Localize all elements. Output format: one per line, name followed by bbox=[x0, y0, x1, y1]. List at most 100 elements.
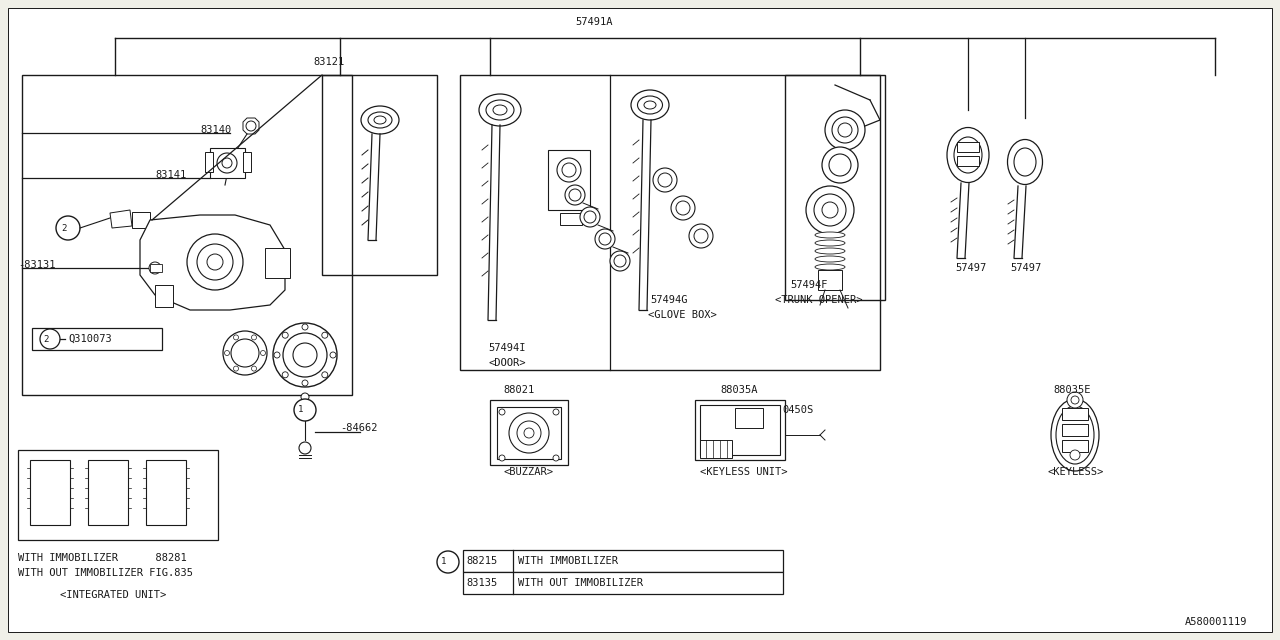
Circle shape bbox=[251, 366, 256, 371]
Circle shape bbox=[499, 455, 506, 461]
Ellipse shape bbox=[1051, 399, 1100, 471]
Text: 57494I: 57494I bbox=[488, 343, 526, 353]
Bar bbox=[1062, 424, 1088, 436]
Text: 57494F: 57494F bbox=[790, 280, 827, 290]
Bar bbox=[1062, 440, 1088, 452]
Ellipse shape bbox=[815, 256, 845, 262]
Bar bbox=[695, 400, 785, 460]
Bar bbox=[146, 460, 186, 525]
Circle shape bbox=[1068, 392, 1083, 408]
Circle shape bbox=[300, 442, 311, 454]
Circle shape bbox=[233, 366, 238, 371]
Circle shape bbox=[223, 331, 268, 375]
Circle shape bbox=[282, 372, 288, 378]
Circle shape bbox=[187, 234, 243, 290]
Text: 57494G: 57494G bbox=[650, 295, 687, 305]
Polygon shape bbox=[210, 148, 244, 178]
Text: <TRUNK OPENER>: <TRUNK OPENER> bbox=[774, 295, 863, 305]
Bar bbox=[265, 248, 291, 278]
Bar bbox=[700, 440, 732, 458]
Text: 1: 1 bbox=[298, 406, 303, 415]
Circle shape bbox=[283, 333, 326, 377]
Ellipse shape bbox=[815, 264, 845, 270]
Circle shape bbox=[224, 351, 229, 355]
Bar bbox=[490, 400, 568, 465]
Circle shape bbox=[671, 196, 695, 220]
Circle shape bbox=[197, 244, 233, 280]
Bar bbox=[18, 450, 218, 540]
Bar bbox=[957, 156, 979, 166]
Circle shape bbox=[261, 351, 265, 355]
Ellipse shape bbox=[815, 240, 845, 246]
Circle shape bbox=[294, 399, 316, 421]
Bar bbox=[735, 408, 763, 428]
Circle shape bbox=[436, 551, 460, 573]
Ellipse shape bbox=[947, 127, 989, 182]
Circle shape bbox=[301, 393, 308, 401]
Circle shape bbox=[553, 409, 559, 415]
Bar bbox=[29, 460, 70, 525]
Text: <KEYLESS UNIT>: <KEYLESS UNIT> bbox=[700, 467, 787, 477]
Bar bbox=[957, 142, 979, 152]
Bar bbox=[700, 405, 780, 455]
Circle shape bbox=[274, 352, 280, 358]
Bar bbox=[155, 285, 173, 307]
Circle shape bbox=[148, 262, 161, 274]
Circle shape bbox=[611, 251, 630, 271]
Bar bbox=[463, 550, 783, 572]
Polygon shape bbox=[140, 215, 285, 310]
Text: -83131: -83131 bbox=[18, 260, 55, 270]
Bar bbox=[150, 264, 163, 272]
Text: <DOOR>: <DOOR> bbox=[488, 358, 526, 368]
Circle shape bbox=[1070, 450, 1080, 460]
Ellipse shape bbox=[479, 94, 521, 126]
Text: 88021: 88021 bbox=[503, 385, 534, 395]
Text: 83140: 83140 bbox=[200, 125, 232, 135]
Circle shape bbox=[595, 229, 614, 249]
Bar bbox=[497, 407, 561, 459]
Text: 2: 2 bbox=[44, 335, 49, 344]
Text: -84662: -84662 bbox=[340, 423, 378, 433]
Ellipse shape bbox=[1007, 140, 1042, 184]
Circle shape bbox=[557, 158, 581, 182]
Text: WITH IMMOBILIZER: WITH IMMOBILIZER bbox=[518, 556, 618, 566]
Circle shape bbox=[302, 324, 308, 330]
Polygon shape bbox=[243, 118, 259, 134]
Ellipse shape bbox=[631, 90, 669, 120]
Text: 88215: 88215 bbox=[466, 556, 497, 566]
Bar bbox=[785, 75, 884, 300]
Circle shape bbox=[499, 409, 506, 415]
Bar bbox=[548, 150, 590, 210]
Circle shape bbox=[826, 110, 865, 150]
Text: WITH OUT IMMOBILIZER FIG.835: WITH OUT IMMOBILIZER FIG.835 bbox=[18, 568, 193, 578]
Bar bbox=[460, 75, 881, 370]
Bar bbox=[463, 572, 783, 594]
Bar bbox=[205, 152, 212, 172]
Bar bbox=[323, 75, 436, 275]
Circle shape bbox=[814, 194, 846, 226]
Text: <GLOVE BOX>: <GLOVE BOX> bbox=[648, 310, 717, 320]
Polygon shape bbox=[110, 210, 132, 228]
Circle shape bbox=[56, 216, 81, 240]
Circle shape bbox=[509, 413, 549, 453]
Bar bbox=[22, 75, 352, 395]
Circle shape bbox=[282, 332, 288, 338]
Circle shape bbox=[806, 186, 854, 234]
Bar bbox=[132, 212, 150, 228]
Text: 0450S: 0450S bbox=[782, 405, 813, 415]
Circle shape bbox=[40, 329, 60, 349]
Text: 2: 2 bbox=[61, 223, 67, 232]
Circle shape bbox=[218, 153, 237, 173]
Text: 1: 1 bbox=[442, 557, 447, 566]
Circle shape bbox=[251, 335, 256, 340]
Circle shape bbox=[321, 372, 328, 378]
Polygon shape bbox=[818, 270, 842, 290]
Text: 83141: 83141 bbox=[155, 170, 187, 180]
Text: 88035A: 88035A bbox=[721, 385, 758, 395]
Ellipse shape bbox=[815, 248, 845, 254]
Ellipse shape bbox=[815, 232, 845, 238]
Text: 83121: 83121 bbox=[314, 57, 344, 67]
Circle shape bbox=[233, 335, 238, 340]
Circle shape bbox=[273, 323, 337, 387]
Circle shape bbox=[689, 224, 713, 248]
